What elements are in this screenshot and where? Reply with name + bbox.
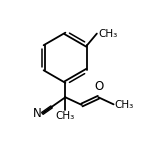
Text: CH₃: CH₃ <box>98 29 117 39</box>
Text: O: O <box>94 80 103 93</box>
Text: CH₃: CH₃ <box>115 100 134 110</box>
Text: CH₃: CH₃ <box>56 111 75 121</box>
Text: N: N <box>33 107 41 120</box>
